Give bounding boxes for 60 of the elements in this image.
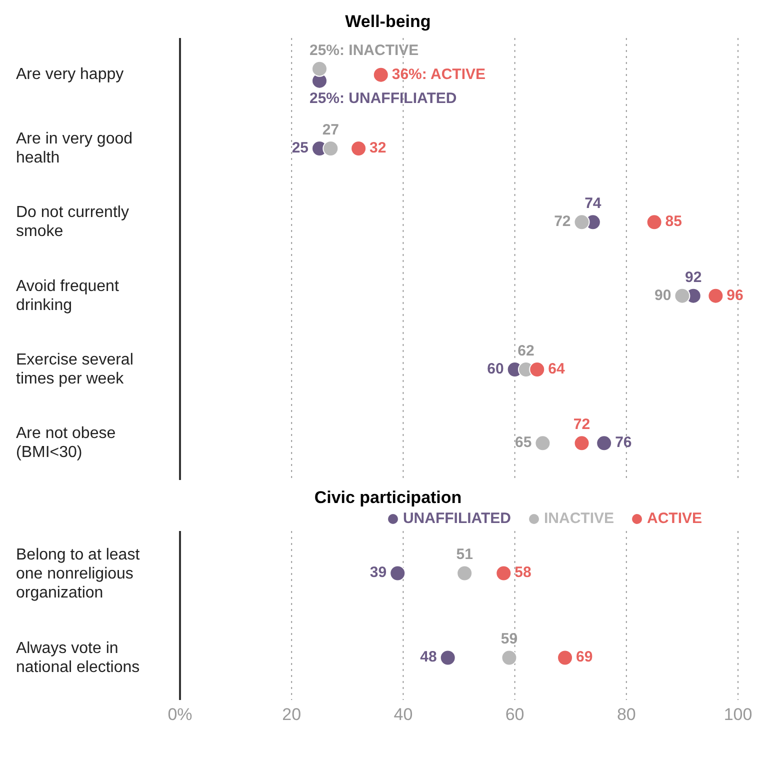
data-label: 90 bbox=[654, 286, 672, 304]
y-tick-label: Avoid frequent drinking bbox=[16, 278, 120, 314]
point bbox=[456, 565, 473, 582]
y-tick-label: Are not obese (BMI<30) bbox=[16, 425, 116, 462]
x-tick-label: 40 bbox=[394, 705, 413, 724]
legend-label: INACTIVE bbox=[544, 510, 614, 527]
data-label: 48 bbox=[420, 648, 437, 666]
x-tick-label: 60 bbox=[505, 705, 524, 724]
point bbox=[322, 140, 339, 156]
point bbox=[708, 288, 724, 304]
legend-label: UNAFFILIATED bbox=[402, 510, 511, 527]
data-label: 85 bbox=[665, 213, 682, 230]
y-tick-label: Always vote in national elections bbox=[16, 640, 140, 676]
point bbox=[646, 214, 662, 230]
point bbox=[372, 66, 389, 83]
chart-title: Civic participation bbox=[313, 488, 463, 508]
chart-title: Well-being bbox=[344, 12, 432, 32]
data-label: 58 bbox=[514, 564, 532, 582]
x-tick-label: 20 bbox=[282, 705, 302, 724]
point bbox=[574, 214, 590, 230]
point bbox=[501, 650, 518, 666]
data-label: 76 bbox=[615, 434, 632, 452]
data-label: 36%: ACTIVE bbox=[392, 66, 486, 83]
point bbox=[534, 435, 551, 452]
point bbox=[674, 288, 690, 304]
data-label: 25%: UNAFFILIATED bbox=[310, 90, 457, 107]
data-label: 27 bbox=[322, 121, 340, 138]
data-label: 72 bbox=[573, 416, 590, 434]
data-label: 51 bbox=[456, 546, 473, 564]
point bbox=[596, 435, 612, 452]
point bbox=[440, 650, 456, 666]
x-tick-label: 100 bbox=[724, 705, 752, 724]
data-label: 60 bbox=[487, 360, 504, 378]
data-label: 39 bbox=[370, 564, 387, 582]
data-label: 32 bbox=[370, 139, 386, 156]
point bbox=[350, 140, 367, 156]
y-tick-label: Exercise several times per week bbox=[16, 352, 134, 388]
point bbox=[574, 435, 590, 452]
y-tick-label: Are in very good health bbox=[16, 130, 133, 167]
point bbox=[496, 565, 512, 582]
y-tick-label: Do not currently smoke bbox=[16, 204, 129, 240]
data-label: 59 bbox=[500, 630, 518, 648]
point bbox=[557, 650, 574, 666]
y-tick-label: Are very happy bbox=[16, 66, 124, 84]
data-label: 74 bbox=[584, 195, 602, 212]
y-tick-label: Belong to at least one nonreligious organization bbox=[16, 546, 140, 602]
point bbox=[529, 362, 546, 378]
data-label: 25 bbox=[292, 139, 308, 156]
x-tick-label: 0% bbox=[168, 705, 192, 724]
legend-label: ACTIVE bbox=[647, 510, 702, 527]
data-label: 64 bbox=[548, 360, 566, 378]
x-tick-label: 80 bbox=[616, 705, 636, 724]
data-label: 65 bbox=[515, 434, 532, 452]
data-label: 25%: INACTIVE bbox=[310, 42, 419, 59]
data-label: 72 bbox=[554, 213, 571, 230]
point bbox=[390, 565, 406, 582]
data-label: 62 bbox=[518, 342, 534, 360]
data-label: 96 bbox=[726, 286, 744, 304]
data-label: 92 bbox=[685, 268, 702, 286]
data-label: 69 bbox=[576, 648, 593, 666]
